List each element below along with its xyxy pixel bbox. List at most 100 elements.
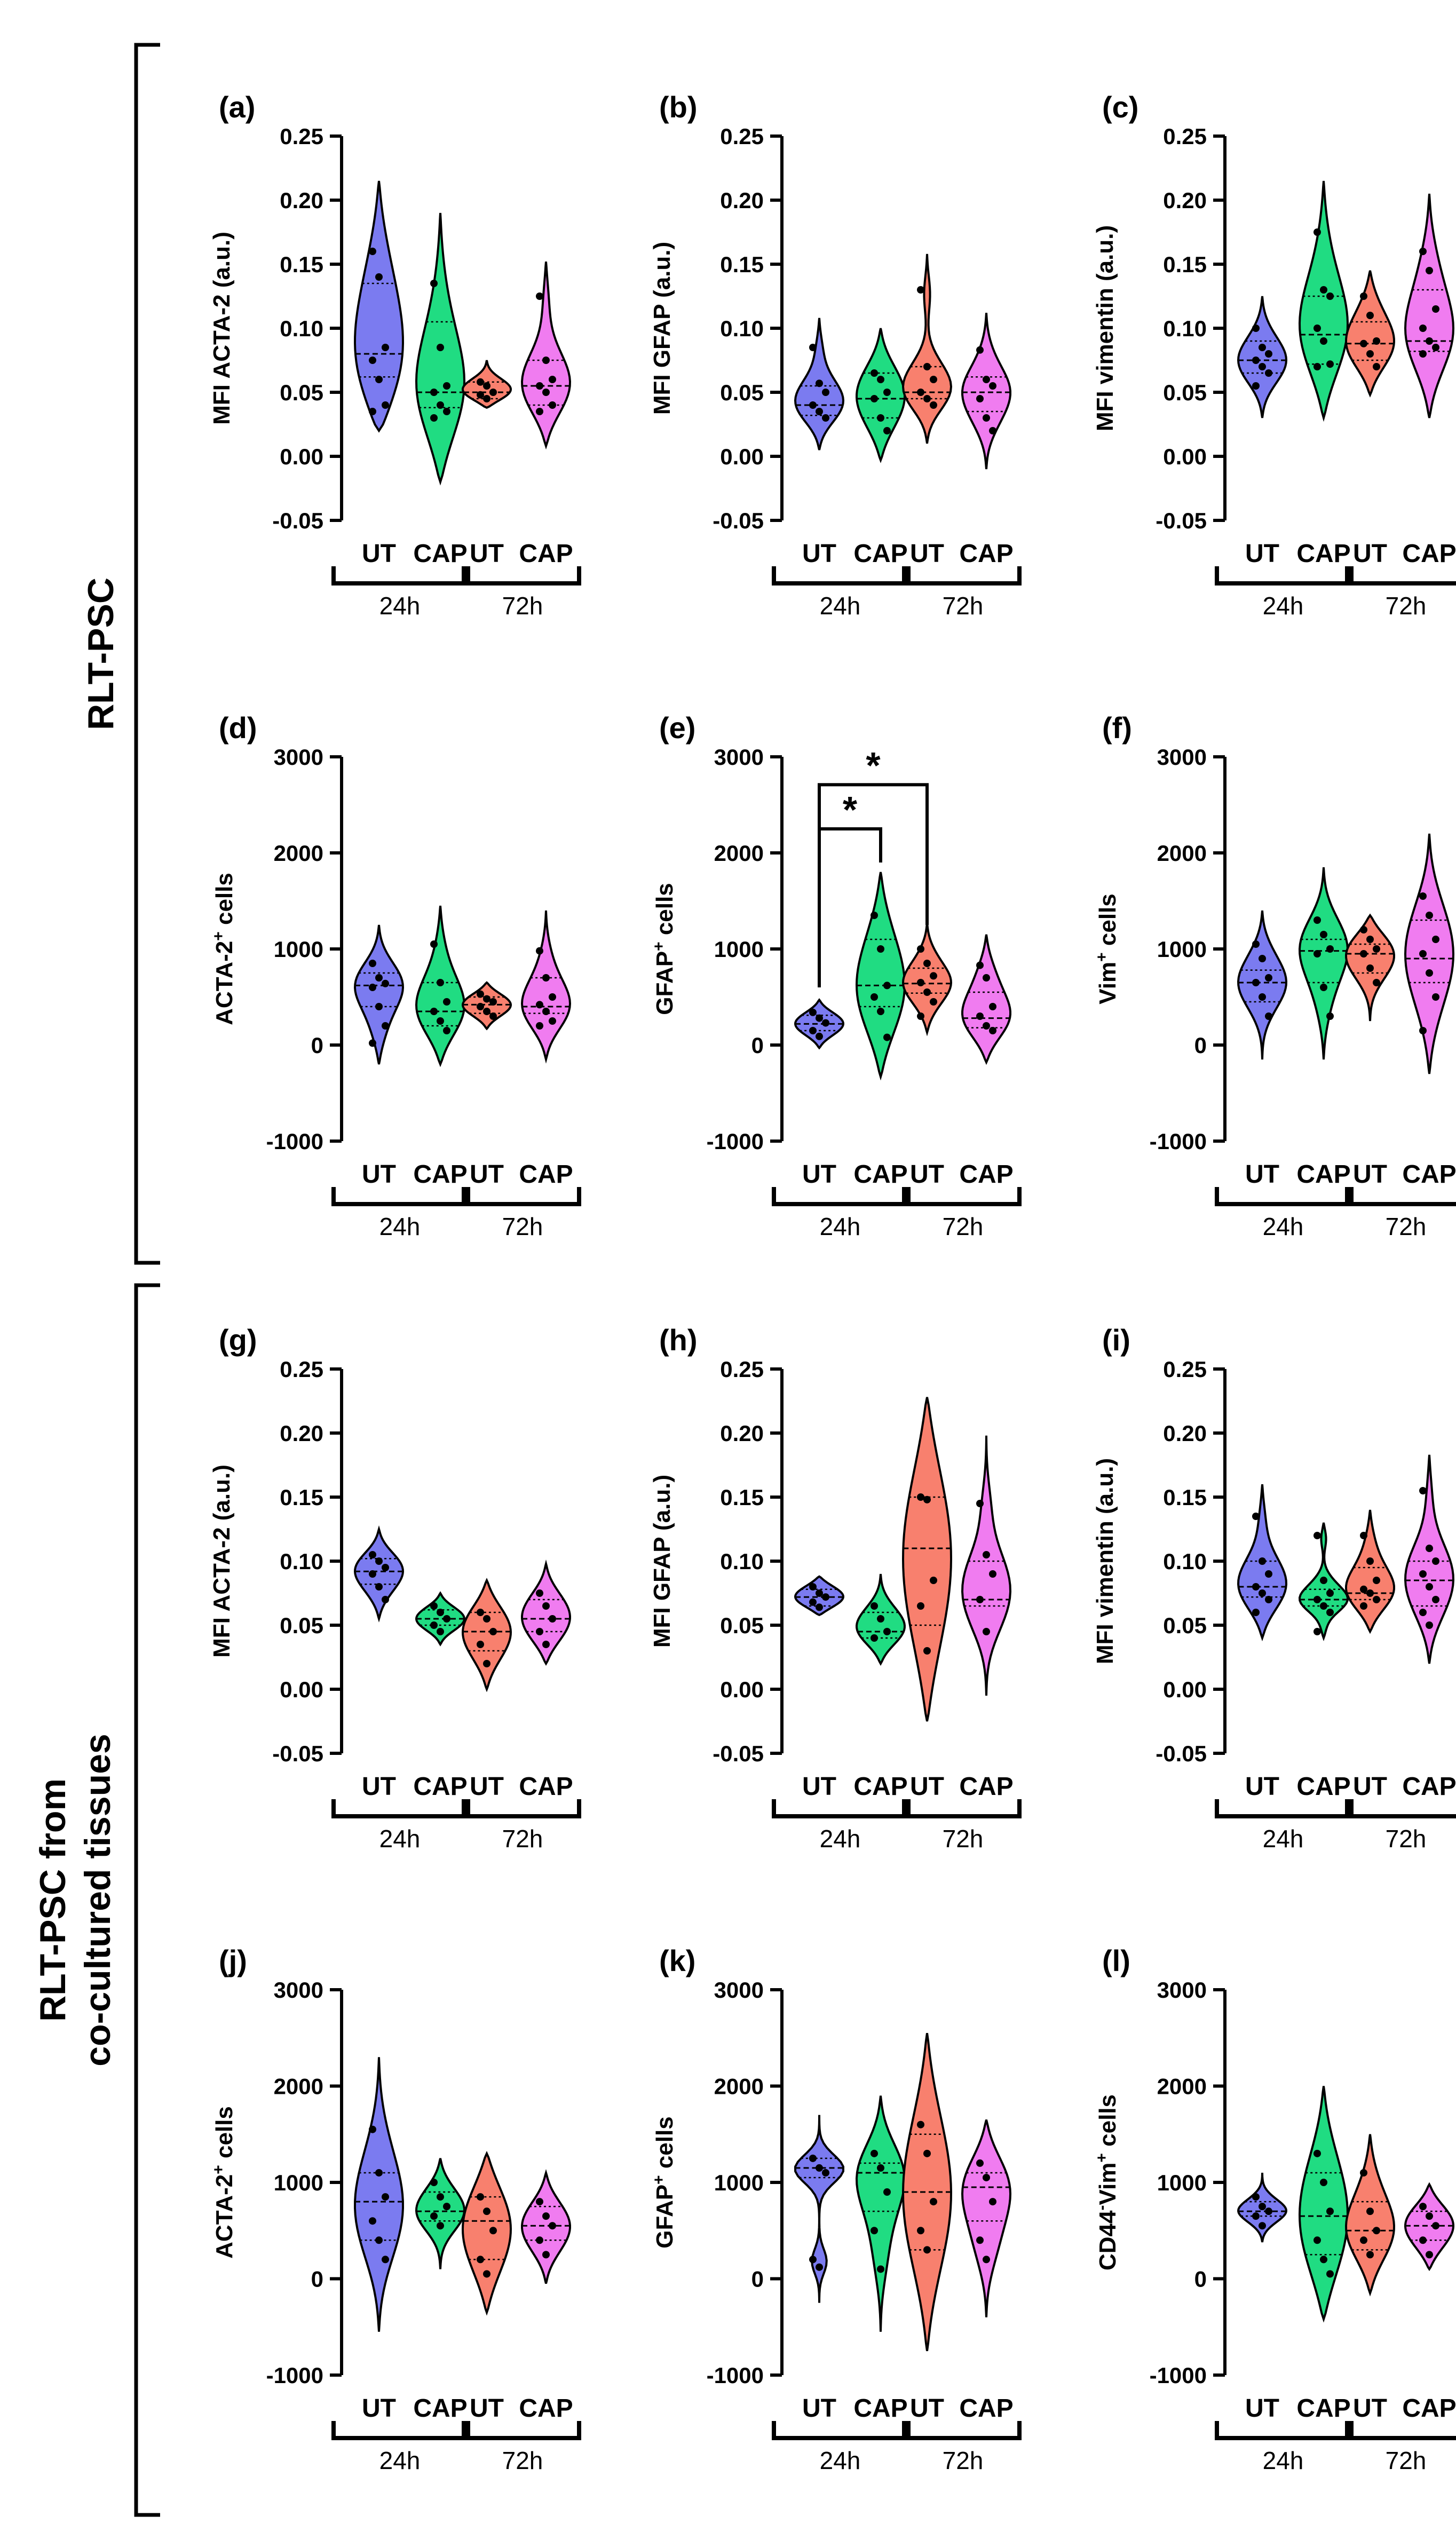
data-point <box>1320 1602 1327 1610</box>
data-point <box>1265 2207 1272 2216</box>
data-point <box>1426 912 1433 919</box>
data-point <box>382 1022 389 1030</box>
data-point <box>542 1008 550 1015</box>
data-point <box>877 2164 884 2172</box>
y-axis-label: Vim+ cells <box>1093 893 1121 1004</box>
data-point <box>1252 357 1260 364</box>
data-point <box>1313 950 1321 958</box>
data-point <box>871 993 878 1001</box>
data-point <box>822 414 829 422</box>
y-axis-label: MFI GFAP (a.u.) <box>649 1475 675 1648</box>
data-point <box>549 993 556 1001</box>
y-axis-label: MFI ACTA-2 (a.u.) <box>209 232 235 425</box>
data-point <box>1366 350 1374 358</box>
data-point <box>883 389 891 396</box>
data-point <box>1313 1596 1321 1603</box>
data-point <box>1419 350 1427 358</box>
time-label-24h: 24h <box>820 1213 861 1240</box>
y-axis-label: GFAP+ cells <box>650 883 678 1015</box>
data-point <box>1426 337 1433 345</box>
data-point <box>1426 267 1433 274</box>
y-tick-label: 0.25 <box>1163 1357 1207 1382</box>
y-tick-label: 0.15 <box>1163 252 1207 277</box>
y-tick-label: 1000 <box>274 2170 323 2195</box>
x-category-label: CAP <box>853 2394 907 2423</box>
x-category-label: UT <box>1245 540 1279 568</box>
data-point <box>989 427 996 434</box>
time-label-72h: 72h <box>1386 1825 1427 1853</box>
data-point <box>489 389 497 396</box>
violin-cap-72h <box>520 262 572 450</box>
y-axis-label: ACTA-2+ cells <box>210 2106 238 2259</box>
violin-cap-72h <box>1404 193 1455 418</box>
data-point <box>443 1027 450 1034</box>
group-bracket-24h <box>772 1799 906 1818</box>
data-point <box>542 2212 550 2220</box>
data-point <box>1326 2207 1334 2216</box>
time-label-24h: 24h <box>820 592 861 620</box>
data-point <box>1252 382 1260 390</box>
time-label-24h: 24h <box>820 2447 861 2474</box>
x-category-label: UT <box>470 2394 504 2423</box>
y-axis-label: MFI ACTA-2 (a.u.) <box>209 1465 235 1658</box>
group-bracket-24h <box>1215 566 1349 585</box>
time-label-72h: 72h <box>502 1825 543 1853</box>
data-point <box>877 376 884 383</box>
data-point <box>1265 1570 1272 1578</box>
data-point <box>430 2212 438 2220</box>
x-category-label: CAP <box>1296 1773 1350 1801</box>
y-tick-label: 0.15 <box>720 1485 764 1510</box>
data-point <box>1373 1596 1380 1603</box>
data-point <box>816 1589 823 1597</box>
y-tick-label: 1000 <box>1157 937 1207 962</box>
data-point <box>976 2159 984 2167</box>
data-point <box>923 395 931 402</box>
data-point <box>1265 369 1272 377</box>
x-category-label: CAP <box>853 1160 907 1189</box>
y-tick-label: 3000 <box>274 1977 323 2003</box>
y-tick-label: 0.25 <box>280 124 323 149</box>
y-tick-label: 0.00 <box>1163 444 1207 469</box>
significance-bracket <box>818 783 929 987</box>
x-category-label: CAP <box>519 540 573 568</box>
data-point <box>1426 2212 1433 2220</box>
data-point <box>883 2188 891 2196</box>
panel-label: (i) <box>1102 1323 1130 1357</box>
data-point <box>369 984 376 991</box>
data-point <box>816 1603 823 1611</box>
violin-ut-24h <box>353 1525 405 1623</box>
data-point <box>375 273 383 281</box>
violin-cap-24h <box>1298 867 1349 1060</box>
data-point <box>989 2198 996 2206</box>
data-point <box>1419 1609 1427 1616</box>
violin-ut-72h <box>461 2150 512 2316</box>
group-bracket-24h <box>331 1799 466 1818</box>
group-bracket-24h <box>1215 1187 1349 1206</box>
data-point <box>930 401 937 409</box>
y-tick-label: 0.10 <box>1163 316 1207 341</box>
data-point <box>976 961 984 969</box>
y-tick-label: 2000 <box>1157 841 1207 866</box>
data-point <box>1252 1513 1260 1520</box>
data-point <box>375 2169 383 2177</box>
data-point <box>1326 1589 1334 1597</box>
data-point <box>1326 1012 1334 1020</box>
data-point <box>976 2236 984 2244</box>
violin-ut-72h <box>1344 1509 1396 1634</box>
x-category-label: UT <box>1245 2394 1279 2423</box>
x-category-label: CAP <box>1296 540 1350 568</box>
data-point <box>536 382 543 390</box>
data-point <box>369 2125 376 2133</box>
data-point <box>382 1564 389 1571</box>
data-point <box>369 1570 376 1578</box>
data-point <box>983 1022 990 1030</box>
time-label-72h: 72h <box>502 1213 543 1240</box>
data-point <box>536 1628 543 1635</box>
x-category-label: UT <box>470 540 504 568</box>
section-label-cocultured-line2: co-cultured tissues <box>77 1734 118 2067</box>
y-axis-label: MFI vimentin (a.u.) <box>1092 225 1118 431</box>
data-point <box>1326 360 1334 368</box>
violin-cap-72h <box>520 1559 572 1666</box>
data-point <box>1313 325 1321 332</box>
